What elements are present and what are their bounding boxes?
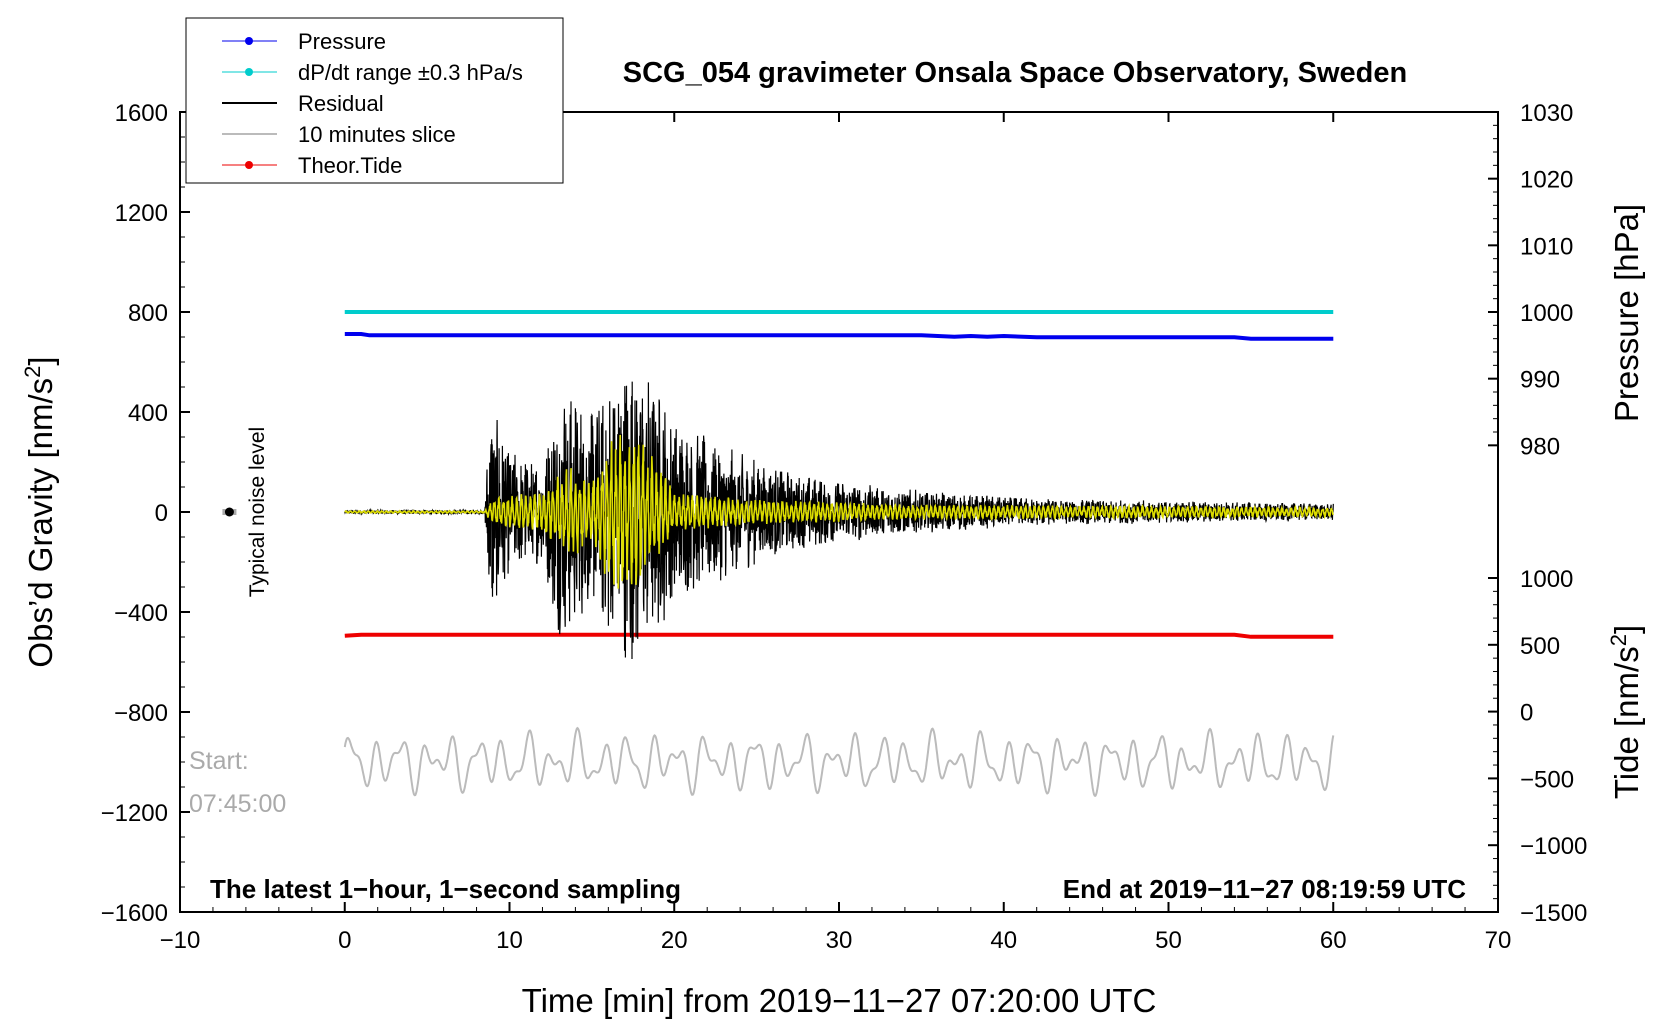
x-tick-label: 60 <box>1320 927 1347 954</box>
y-tick-label: −1600 <box>101 900 168 927</box>
legend-label: Theor.Tide <box>298 153 402 178</box>
y-tick-label: −800 <box>114 700 168 727</box>
x-tick-label: 10 <box>496 927 523 954</box>
tide-tick-label: 500 <box>1520 633 1560 660</box>
legend-label: dP/dt range ±0.3 hPa/s <box>298 60 523 85</box>
tide-tick-label: 0 <box>1520 700 1533 727</box>
series-theor-tide <box>344 632 1334 639</box>
axis-ticks: −10 0 10 20 30 40 50 60 70−1600−1200−800−4000400… <box>101 100 1588 954</box>
y-tick-label: 1200 <box>115 200 168 227</box>
tide-tick-label: 1000 <box>1520 566 1573 593</box>
pressure-tick-label: 1010 <box>1520 233 1573 260</box>
y-axis-label-pressure: Pressure [hPa] <box>1608 204 1645 422</box>
series-10min-slice <box>343 726 1335 797</box>
tide-tick-label: −500 <box>1520 766 1574 793</box>
x-tick-label: 70 <box>1485 927 1512 954</box>
y-label-close: ] <box>22 356 59 365</box>
legend-marker <box>245 68 253 76</box>
legend-box <box>185 17 564 184</box>
x-tick-label: 50 <box>1155 927 1182 954</box>
noise-level-label: Typical noise level <box>246 427 269 597</box>
tide-tick-label: −1500 <box>1520 900 1587 927</box>
tide-tick-label: −1000 <box>1520 833 1587 860</box>
x-axis-label: Time [min] from 2019−11−27 07:20:00 UTC <box>522 982 1157 1019</box>
x-tick-label: 0 <box>338 927 351 954</box>
x-tick-label: −10 <box>160 927 201 954</box>
y-tick-label: 400 <box>128 400 168 427</box>
y-tick-label: 800 <box>128 300 168 327</box>
y-label-main: Obs’d Gravity [nm/s <box>22 378 59 668</box>
legend: Pressure dP/dt range ±0.3 hPa/s Residual 10… <box>185 17 564 184</box>
legend-label: Residual <box>298 91 384 116</box>
y-tick-label: −400 <box>114 600 168 627</box>
pressure-tick-label: 990 <box>1520 367 1560 394</box>
noise-point <box>224 507 234 517</box>
x-tick-label: 30 <box>826 927 853 954</box>
y-tick-label: 0 <box>155 500 168 527</box>
chart-title: SCG_054 gravimeter Onsala Space Observat… <box>623 57 1407 89</box>
end-time-note: End at 2019−11−27 08:19:59 UTC <box>1063 874 1466 904</box>
y-tick-label: 1600 <box>115 100 168 127</box>
legend-label: 10 minutes slice <box>298 122 456 147</box>
x-tick-label: 40 <box>990 927 1017 954</box>
series-pressure <box>344 332 1334 341</box>
pressure-tick-label: 1020 <box>1520 167 1573 194</box>
pressure-tick-label: 980 <box>1520 433 1560 460</box>
legend-marker <box>245 37 253 45</box>
y-tick-label: −1200 <box>101 800 168 827</box>
tide-label-close: ] <box>1608 625 1645 634</box>
series-layer <box>343 310 1335 797</box>
start-label: Start: <box>189 747 249 775</box>
tide-label-sup: 2 <box>1606 634 1631 646</box>
legend-marker <box>245 161 253 169</box>
pressure-tick-label: 1030 <box>1520 100 1573 127</box>
y-axis-label-left: Obs’d Gravity [nm/s2] <box>20 356 59 667</box>
series-filtered <box>344 434 1334 589</box>
sampling-note: The latest 1−hour, 1−second sampling <box>210 874 681 904</box>
start-time: 07:45:00 <box>189 790 286 818</box>
x-tick-label: 20 <box>661 927 688 954</box>
noise-level-marker <box>222 507 237 517</box>
y-label-sup: 2 <box>20 366 45 378</box>
legend-label: Pressure <box>298 29 386 54</box>
y-axis-label-tide: Tide [nm/s2] <box>1606 625 1645 799</box>
tide-label-main: Tide [nm/s <box>1608 646 1645 799</box>
pressure-tick-label: 1000 <box>1520 300 1573 327</box>
